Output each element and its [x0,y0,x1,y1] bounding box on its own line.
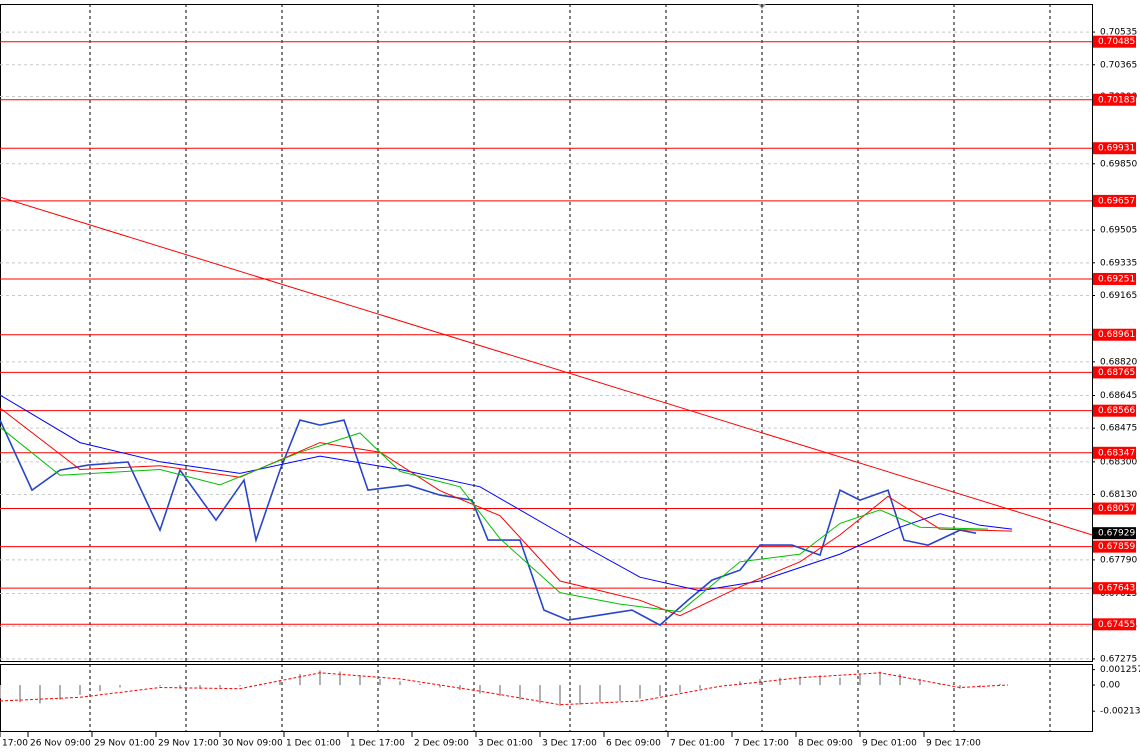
y-tick-label: 0.70535 [1100,28,1137,38]
x-tick-label: 29 Nov 01:00 [94,739,155,749]
y-tick-label: 0.00 [1100,681,1120,691]
level-label: 0.67455 [1098,620,1135,630]
x-tick-label: 2 Dec 09:00 [414,739,469,749]
price-line [0,419,977,627]
x-tick-label: 3 Dec 01:00 [478,739,533,749]
level-label: 0.70485 [1098,37,1135,47]
level-label: 0.70183 [1098,95,1135,105]
level-label-box [1093,446,1136,459]
level-label-box [1093,142,1136,155]
level-label: 0.67859 [1098,542,1135,552]
level-label: 0.69251 [1098,274,1135,284]
trendline [0,196,1093,536]
y-tick-label: 0.67790 [1100,555,1137,565]
level-label-box [1093,328,1136,341]
level-label-box [1093,582,1136,595]
y-tick-label: 0.68820 [1100,357,1137,367]
level-label-box [1093,404,1136,417]
level-label: 0.68961 [1098,330,1135,340]
level-label: 0.68765 [1098,368,1135,378]
current-price-box [1093,527,1136,540]
level-label: 0.68057 [1098,504,1135,514]
x-tick-label: 7 Dec 17:00 [734,739,789,749]
y-tick-label: 0.001257 [1100,665,1140,675]
y-tick-label: 0.69335 [1100,258,1137,268]
x-tick-label: 9 Dec 01:00 [862,739,917,749]
x-tick-label: 26 Nov 09:00 [30,739,91,749]
x-tick-label: 9 Dec 17:00 [926,739,981,749]
moving-average [0,426,989,613]
y-tick-label: 0.68475 [1100,424,1137,434]
level-label: 0.68566 [1098,406,1135,416]
level-label-box [1093,272,1136,285]
level-label-box [1093,366,1136,379]
level-label-box [1093,540,1136,553]
level-label: 0.68347 [1098,448,1135,458]
y-tick-label: 0.68645 [1100,391,1137,401]
current-price-label: 0.67929 [1098,529,1135,539]
x-tick-label: 1 Dec 01:00 [286,739,341,749]
level-label-box [1093,502,1136,515]
y-tick-label: 0.70365 [1100,60,1137,70]
y-tick-label: 0.68130 [1100,490,1137,500]
y-tick-label: 0.67275 [1100,654,1137,664]
x-tick-label: 1 Dec 17:00 [350,739,405,749]
x-tick-label: 30 Nov 09:00 [222,739,283,749]
main-pane-frame [0,4,1093,662]
level-label-box [1093,35,1136,48]
x-tick-label: 3 Dec 17:00 [542,739,597,749]
x-tick-label: 29 Nov 17:00 [158,739,219,749]
level-label-box [1093,93,1136,106]
y-tick-label: 0.69850 [1100,159,1137,169]
level-label: 0.69931 [1098,144,1135,154]
x-tick-label: 6 Dec 09:00 [606,739,661,749]
x-tick-label: 8 Dec 09:00 [798,739,853,749]
moving-average [0,407,1013,617]
x-tick-label: 17:00 [2,739,28,749]
y-tick-label: 0.69165 [1100,291,1137,301]
level-label-box [1093,194,1136,207]
level-label: 0.67643 [1098,584,1135,594]
level-label-box [1093,618,1136,631]
x-tick-label: 7 Dec 01:00 [670,739,725,749]
y-tick-label: -0.002133 [1100,707,1140,717]
level-label: 0.69657 [1098,196,1135,206]
moving-average [0,394,1013,592]
y-tick-label: 0.68300 [1100,457,1137,467]
y-tick-label: 0.69505 [1100,226,1137,236]
